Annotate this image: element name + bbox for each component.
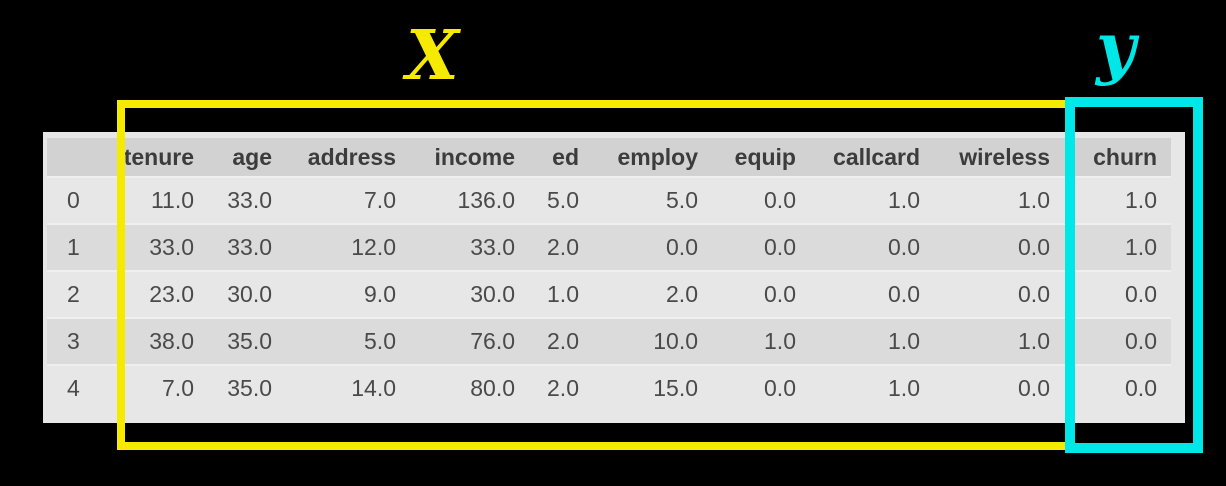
value-cell-churn: 0.0	[1072, 317, 1171, 364]
value-cell-address: 5.0	[294, 317, 418, 364]
value-cell-employ: 10.0	[601, 317, 720, 364]
target-label-y: y	[1096, 8, 1136, 88]
index-cell: 1	[47, 223, 103, 270]
value-cell-wireless: 0.0	[942, 270, 1072, 317]
table-row-3: 3 38.0 35.0 5.0 76.0 2.0 10.0 1.0 1.0 1.0 0.0	[47, 317, 1171, 364]
value-cell-employ: 5.0	[601, 176, 720, 223]
value-cell-callcard: 1.0	[818, 176, 942, 223]
value-cell-wireless: 0.0	[942, 223, 1072, 270]
value-cell-callcard: 1.0	[818, 317, 942, 364]
value-cell-address: 9.0	[294, 270, 418, 317]
value-cell-ed: 2.0	[537, 223, 601, 270]
column-header-age: age	[216, 138, 294, 176]
index-header	[47, 138, 103, 176]
value-cell-ed: 1.0	[537, 270, 601, 317]
dataframe-body: 0 11.0 33.0 7.0 136.0 5.0 5.0 0.0 1.0 1.0 1.0 1 33.0…	[47, 176, 1171, 411]
value-cell-churn: 1.0	[1072, 176, 1171, 223]
value-cell-churn: 0.0	[1072, 364, 1171, 411]
value-cell-callcard: 0.0	[818, 270, 942, 317]
value-cell-age: 35.0	[216, 317, 294, 364]
value-cell-tenure: 11.0	[103, 176, 216, 223]
value-cell-tenure: 23.0	[103, 270, 216, 317]
column-header-employ: employ	[601, 138, 720, 176]
value-cell-address: 12.0	[294, 223, 418, 270]
table-row-0: 0 11.0 33.0 7.0 136.0 5.0 5.0 0.0 1.0 1.0 1.0	[47, 176, 1171, 223]
index-cell: 2	[47, 270, 103, 317]
dataframe-header: tenure age address income ed employ equip callc…	[47, 138, 1171, 176]
value-cell-equip: 0.0	[720, 176, 818, 223]
value-cell-income: 80.0	[418, 364, 537, 411]
index-cell: 4	[47, 364, 103, 411]
value-cell-age: 35.0	[216, 364, 294, 411]
value-cell-income: 33.0	[418, 223, 537, 270]
index-cell: 3	[47, 317, 103, 364]
column-header-ed: ed	[537, 138, 601, 176]
value-cell-ed: 5.0	[537, 176, 601, 223]
table-row-4: 4 7.0 35.0 14.0 80.0 2.0 15.0 0.0 1.0 0.0 0.0	[47, 364, 1171, 411]
value-cell-callcard: 1.0	[818, 364, 942, 411]
value-cell-employ: 2.0	[601, 270, 720, 317]
value-cell-wireless: 0.0	[942, 364, 1072, 411]
dataframe-table: tenure age address income ed employ equip callc…	[47, 138, 1171, 411]
target-highlight-box	[1065, 97, 1203, 453]
column-header-wireless: wireless	[942, 138, 1072, 176]
value-cell-income: 76.0	[418, 317, 537, 364]
value-cell-wireless: 1.0	[942, 317, 1072, 364]
value-cell-age: 33.0	[216, 223, 294, 270]
value-cell-address: 14.0	[294, 364, 418, 411]
value-cell-income: 136.0	[418, 176, 537, 223]
value-cell-equip: 0.0	[720, 364, 818, 411]
features-label-x: X	[406, 16, 459, 96]
value-cell-wireless: 1.0	[942, 176, 1072, 223]
value-cell-age: 30.0	[216, 270, 294, 317]
features-highlight-box	[117, 100, 1075, 450]
value-cell-churn: 0.0	[1072, 270, 1171, 317]
index-cell: 0	[47, 176, 103, 223]
column-header-income: income	[418, 138, 537, 176]
value-cell-callcard: 0.0	[818, 223, 942, 270]
table-row-1: 1 33.0 33.0 12.0 33.0 2.0 0.0 0.0 0.0 0.0 1.0	[47, 223, 1171, 270]
dataframe-container: tenure age address income ed employ equip callc…	[43, 132, 1185, 423]
value-cell-equip: 0.0	[720, 270, 818, 317]
column-header-churn: churn	[1072, 138, 1171, 176]
value-cell-equip: 1.0	[720, 317, 818, 364]
value-cell-income: 30.0	[418, 270, 537, 317]
column-header-callcard: callcard	[818, 138, 942, 176]
column-header-address: address	[294, 138, 418, 176]
table-row-2: 2 23.0 30.0 9.0 30.0 1.0 2.0 0.0 0.0 0.0 0.0	[47, 270, 1171, 317]
value-cell-age: 33.0	[216, 176, 294, 223]
value-cell-employ: 15.0	[601, 364, 720, 411]
value-cell-churn: 1.0	[1072, 223, 1171, 270]
value-cell-ed: 2.0	[537, 317, 601, 364]
value-cell-employ: 0.0	[601, 223, 720, 270]
header-row: tenure age address income ed employ equip callc…	[47, 138, 1171, 176]
value-cell-tenure: 7.0	[103, 364, 216, 411]
value-cell-ed: 2.0	[537, 364, 601, 411]
value-cell-equip: 0.0	[720, 223, 818, 270]
value-cell-address: 7.0	[294, 176, 418, 223]
column-header-equip: equip	[720, 138, 818, 176]
